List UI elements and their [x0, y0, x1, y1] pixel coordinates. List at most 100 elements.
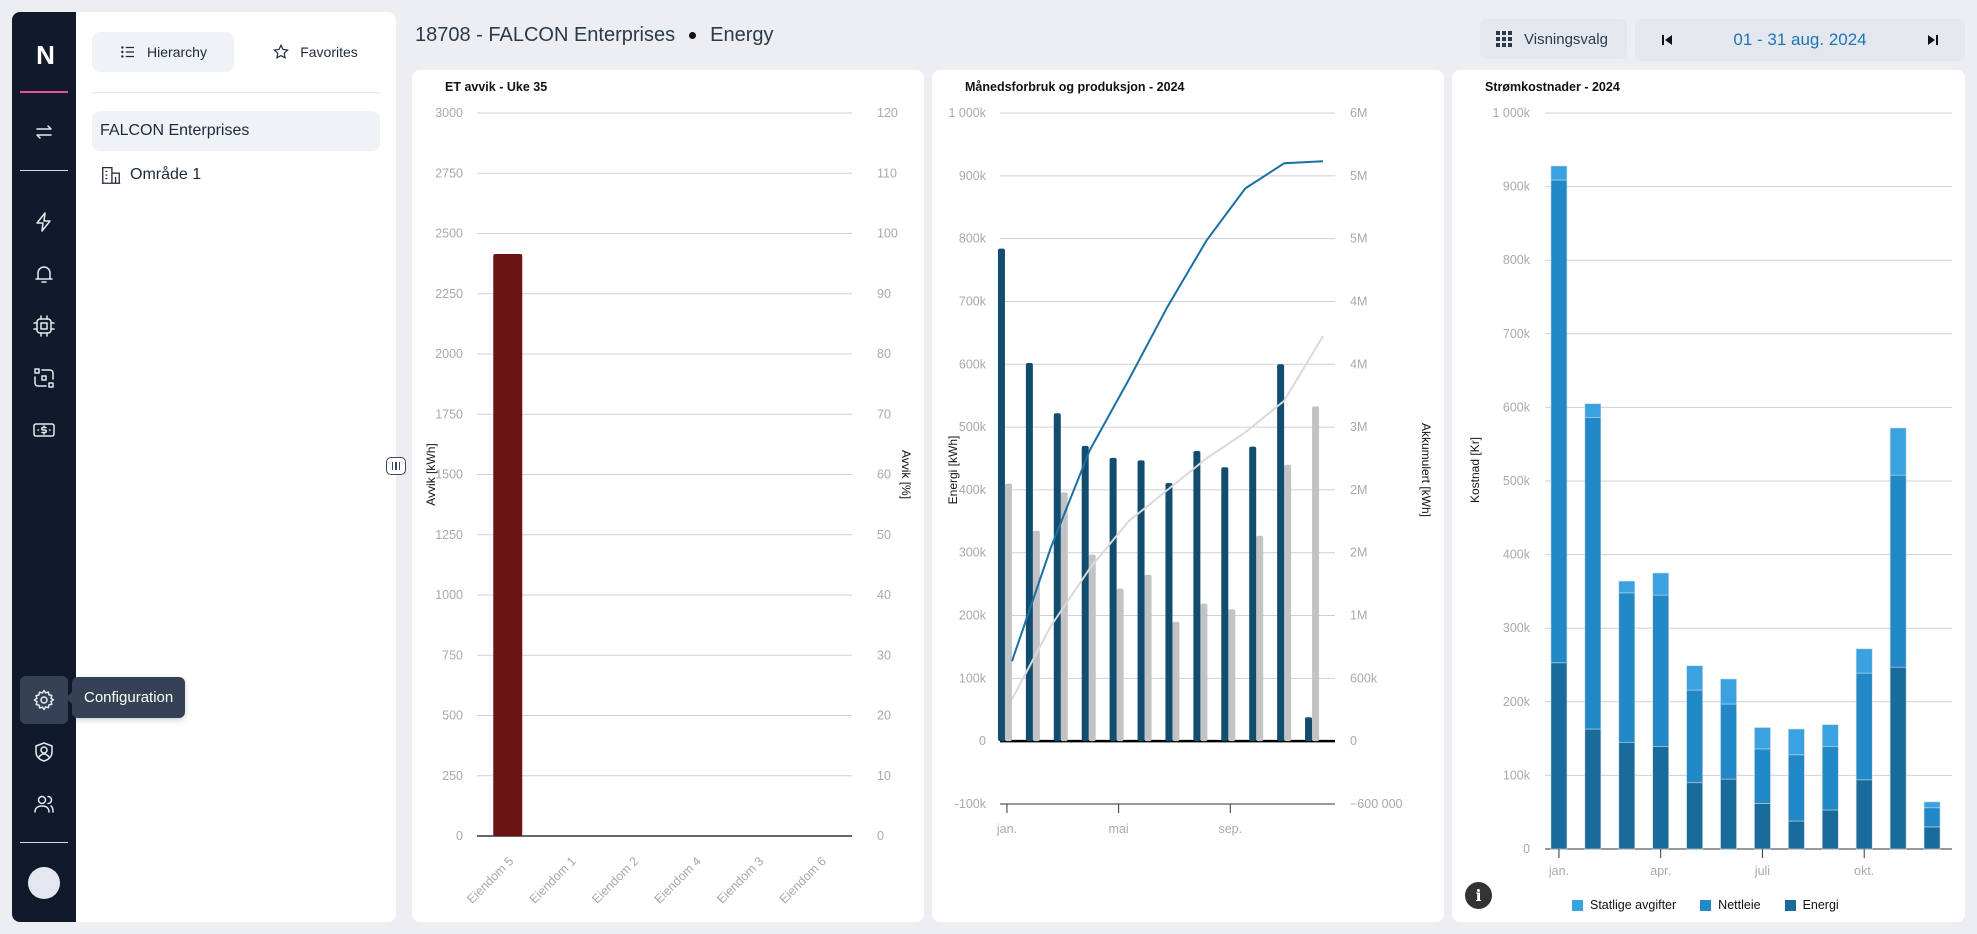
bar-segment-energi — [1821, 809, 1839, 850]
page-title: 18708 - FALCON Enterprises Energy — [415, 24, 774, 47]
y-tick-label: 0 — [456, 829, 463, 843]
bar-segment-nettleie — [1889, 474, 1907, 668]
bar-segment-energi — [1754, 803, 1771, 850]
bar-consumption — [1109, 457, 1117, 742]
y2-tick-label: 600k — [1350, 671, 1378, 685]
gear-icon — [33, 689, 55, 711]
y-tick-label: 100k — [959, 671, 987, 685]
y-tick-label: 2500 — [435, 227, 463, 241]
bar-production — [1088, 554, 1096, 742]
scan-icon — [34, 368, 54, 388]
panel-resize-handle[interactable] — [386, 457, 406, 475]
rail-item-access[interactable] — [20, 728, 68, 776]
legend-item[interactable]: Energi — [1784, 898, 1839, 912]
site-title: 18708 - FALCON Enterprises — [415, 24, 676, 46]
bar-segment-energi — [1923, 826, 1941, 850]
et-avvik-chart: 0 0 250 10 500 20 750 30 1000 40 1250 50 1500 60 1750 7… — [424, 106, 913, 906]
y-tick-label: 1 000k — [948, 106, 986, 120]
previous-period-button[interactable] — [1647, 19, 1687, 61]
tab-favorites[interactable]: Favorites — [244, 32, 386, 72]
bar-segment-energi — [1788, 820, 1805, 850]
legend-label: Energi — [1802, 898, 1839, 912]
y2-tick-label: 80 — [877, 347, 891, 361]
bar-segment-energi — [1686, 782, 1703, 850]
avatar[interactable] — [28, 867, 60, 899]
logo[interactable]: N — [36, 40, 55, 70]
bar-segment-nettleie — [1584, 417, 1602, 730]
monthly-energy-chart: -100k −600 000 0 0 100k 600k 200k 1M 300k 2M 400k 2… — [946, 106, 1433, 836]
bar-consumption — [1193, 450, 1201, 742]
y2-tick-label: 70 — [877, 407, 891, 421]
y-tick-label: 800k — [959, 232, 987, 246]
y-tick-label: 2000 — [435, 347, 463, 361]
rail-item-users[interactable] — [20, 780, 68, 828]
bar-production — [1228, 609, 1236, 742]
bar-segment-statlige-avgifter — [1754, 727, 1771, 750]
bar-segment-energi — [1584, 728, 1602, 850]
bar-segment-nettleie — [1923, 807, 1941, 828]
x-tick-label: okt. — [1854, 864, 1874, 878]
bar-consumption — [1305, 717, 1313, 742]
bar-segment-nettleie — [1550, 179, 1568, 664]
x-tick-label: apr. — [1650, 864, 1671, 878]
bar-segment-statlige-avgifter — [1923, 801, 1941, 809]
bar-segment-nettleie — [1754, 748, 1771, 804]
y-tick-label: 800k — [1503, 253, 1531, 267]
y-tick-label: 700k — [1503, 327, 1531, 341]
rail-item-scan[interactable] — [20, 354, 68, 402]
bar-production — [1032, 530, 1040, 742]
bell-icon — [35, 266, 53, 283]
x-tick-label: jan. — [996, 822, 1017, 836]
money-icon — [33, 423, 55, 437]
x-tick-label: Eiendom 2 — [589, 854, 641, 906]
y-tick-label: 1000 — [435, 588, 463, 602]
bar-segment-energi — [1652, 746, 1670, 850]
bar-segment-statlige-avgifter — [1720, 678, 1737, 705]
bar-segment-statlige-avgifter — [1788, 728, 1805, 756]
rail-item-devices[interactable] — [20, 302, 68, 350]
bar-production — [1172, 621, 1180, 742]
rail-item-configuration[interactable] — [20, 676, 68, 724]
x-tick-label: juli — [1754, 864, 1770, 878]
legend-label: Nettleie — [1718, 898, 1761, 912]
bar-segment-nettleie — [1618, 592, 1636, 743]
tab-hierarchy[interactable]: Hierarchy — [92, 32, 234, 72]
chart-legend: Statlige avgifter Nettleie Energi — [1572, 898, 1839, 912]
rail-item-energy[interactable] — [20, 198, 68, 246]
y2-tick-label: 110 — [877, 166, 897, 180]
tree-item-omrade-1[interactable]: Område 1 — [92, 155, 380, 195]
chip-icon — [33, 315, 55, 337]
divider — [20, 170, 68, 171]
next-period-button[interactable] — [1913, 19, 1953, 61]
tree-item-falcon-enterprises[interactable]: FALCON Enterprises — [92, 111, 380, 151]
y-tick-label: 300k — [959, 546, 987, 560]
y2-tick-label: 50 — [877, 528, 891, 542]
legend-item[interactable]: Nettleie — [1700, 898, 1761, 912]
date-range-picker[interactable]: 01 - 31 aug. 2024 — [1733, 30, 1867, 49]
info-icon[interactable]: i — [1465, 882, 1492, 909]
x-tick-label: mai — [1109, 822, 1129, 836]
rail-item-costs[interactable] — [20, 406, 68, 454]
y2-tick-label: −600 000 — [1350, 797, 1403, 811]
view-options-button[interactable]: Visningsvalg — [1480, 19, 1627, 59]
tab-label: Hierarchy — [147, 44, 207, 60]
y2-tick-label: 100 — [877, 227, 898, 241]
tree-item-label: Område 1 — [130, 166, 202, 183]
axis-label: Energi [kWh] — [946, 436, 960, 505]
y-tick-label: 300k — [1503, 621, 1531, 635]
separator-dot — [689, 32, 697, 39]
rail-item-switch[interactable] — [20, 108, 68, 156]
y-tick-label: 0 — [1523, 842, 1530, 856]
x-tick-label: jan. — [1548, 864, 1569, 878]
y2-tick-label: 120 — [877, 106, 898, 120]
legend-item[interactable]: Statlige avgifter — [1572, 898, 1676, 912]
rail-item-alarms[interactable] — [20, 250, 68, 298]
y2-tick-label: 60 — [877, 468, 891, 482]
x-tick-label: Eiendom 6 — [777, 854, 829, 906]
bar-segment-statlige-avgifter — [1821, 724, 1839, 747]
axis-label: Kostnad [Kr] — [1468, 437, 1482, 503]
y2-tick-label: 2M — [1350, 483, 1367, 497]
bar-segment-nettleie — [1788, 754, 1805, 822]
bar-production — [1116, 588, 1124, 742]
y-tick-label: 250 — [442, 769, 463, 783]
